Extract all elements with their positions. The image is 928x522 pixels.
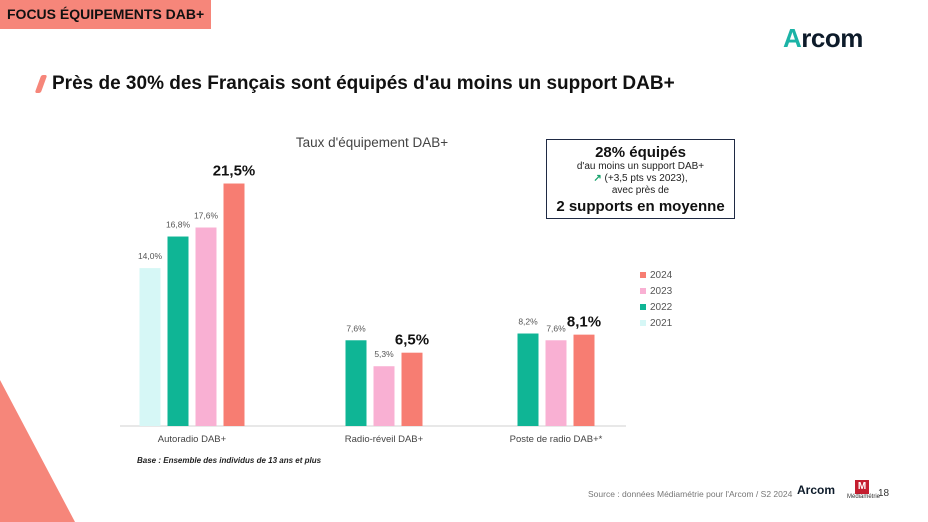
arcom-logo-mark: A — [783, 23, 802, 53]
callout-highlight: 2 supports en moyenne — [556, 198, 725, 215]
callout-line-3: ↗ (+3,5 pts vs 2023), — [547, 173, 734, 185]
mediametrie-icon: M — [855, 480, 869, 494]
bar-2023-2 — [545, 340, 567, 426]
legend-swatch-2023 — [640, 288, 646, 294]
callout-line-4: avec près de — [611, 185, 670, 196]
data-label-2023-2: 7,6% — [546, 323, 566, 333]
data-label-2024-1: 6,5% — [395, 332, 429, 349]
legend-swatch-2024 — [640, 272, 646, 278]
page-title: Près de 30% des Français sont équipés d'… — [52, 73, 675, 94]
key-figure-callout: 28% équipés d'au moins un support DAB+ ↗… — [546, 139, 735, 219]
bar-2023-1 — [373, 366, 395, 426]
category-label-2: Poste de radio DAB+* — [510, 434, 603, 445]
legend-item-2021: 2021 — [640, 315, 672, 331]
footer-arcom-logo: Arcom — [797, 483, 835, 497]
callout-headline: 28% équipés — [595, 144, 686, 161]
data-label-2021-0: 14,0% — [138, 251, 163, 261]
data-label-2022-2: 8,2% — [518, 317, 538, 327]
legend-item-2024: 2024 — [640, 267, 672, 283]
bar-2024-1 — [401, 352, 423, 426]
data-label-2023-0: 17,6% — [194, 211, 219, 221]
data-label-2023-1: 5,3% — [374, 349, 394, 359]
arcom-logo: Arcom — [783, 23, 863, 54]
bar-2023-0 — [195, 227, 217, 426]
data-label-2024-2: 8,1% — [567, 314, 601, 331]
legend-label-2023: 2023 — [650, 285, 673, 297]
category-label-1: Radio-réveil DAB+ — [345, 434, 424, 445]
chart-legend: 2024 2023 2022 2021 — [640, 267, 672, 331]
footer-mediametrie-text: Médiamétrie — [847, 494, 881, 500]
legend-swatch-2021 — [640, 320, 646, 326]
chart-title: Taux d'équipement DAB+ — [295, 135, 449, 150]
bar-2024-0 — [223, 183, 245, 426]
bar-2022-1 — [345, 340, 367, 426]
legend-swatch-2022 — [640, 304, 646, 310]
legend-label-2024: 2024 — [650, 269, 673, 281]
bar-2021-0 — [139, 268, 161, 426]
data-label-2022-0: 16,8% — [166, 220, 191, 230]
bar-2022-2 — [517, 333, 539, 426]
arcom-logo-text: rcom — [801, 23, 863, 53]
legend-label-2022: 2022 — [650, 301, 673, 313]
base-note: Base : Ensemble des individus de 13 ans … — [137, 456, 322, 465]
callout-evolution: (+3,5 pts vs 2023), — [604, 173, 688, 184]
page-number: 18 — [878, 488, 890, 499]
section-tag: FOCUS ÉQUIPEMENTS DAB+ — [0, 0, 211, 29]
footer-arcom-text: Arcom — [797, 483, 836, 497]
category-label-0: Autoradio DAB+ — [158, 434, 227, 445]
footer-mediametrie-logo: M Médiamétrie — [847, 480, 881, 500]
bar-2022-0 — [167, 236, 189, 426]
legend-label-2021: 2021 — [650, 317, 673, 329]
callout-line-2: d'au moins un support DAB+ — [576, 161, 705, 172]
source-note: Source : données Médiamétrie pour l'Arco… — [588, 489, 793, 499]
data-label-2022-1: 7,6% — [346, 323, 366, 333]
trend-up-arrow-icon: ↗ — [593, 173, 602, 184]
legend-item-2023: 2023 — [640, 283, 672, 299]
data-label-2024-0: 21,5% — [213, 163, 256, 180]
legend-item-2022: 2022 — [640, 299, 672, 315]
bar-2024-2 — [573, 334, 595, 426]
